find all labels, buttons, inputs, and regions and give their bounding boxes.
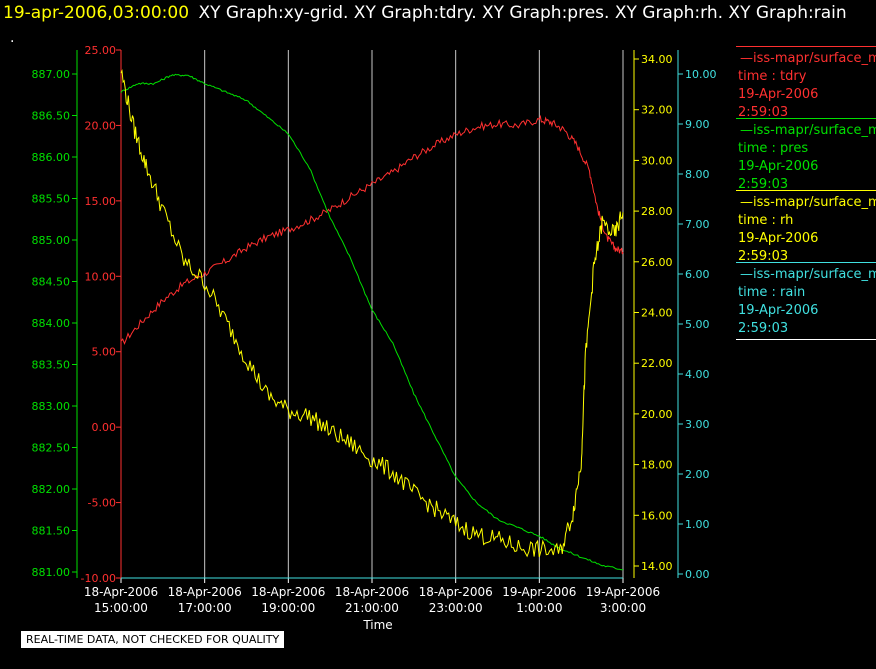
timestamp: 19-apr-2006,03:00:00 — [3, 3, 190, 23]
x-tick-date-1: 18-Apr-2006 — [168, 585, 242, 599]
legend-source: —iss-mapr/surface_m — [740, 123, 876, 138]
legend-rule — [736, 190, 876, 191]
x-tick-time-0: 15:00:00 — [94, 601, 148, 615]
rh-tick-label-3: 28.00 — [641, 205, 673, 218]
series-line-tdry — [120, 114, 624, 345]
legend-bottom-rule — [736, 339, 876, 340]
header-dot: . — [10, 30, 15, 46]
x-tick-date-4: 18-Apr-2006 — [419, 585, 493, 599]
tdry-tick-label-5: 0.00 — [92, 421, 117, 434]
x-axis-title: Time — [362, 618, 392, 632]
pres-tick-label-5: 884.50 — [32, 276, 71, 289]
rain-tick-label-1: 9.00 — [685, 118, 710, 131]
pres-tick-label-7: 883.50 — [32, 359, 71, 372]
legend-label: time : tdry — [738, 69, 807, 84]
legend-entry-pres: —iss-mapr/surface_m time : pres 19-Apr-2… — [736, 118, 876, 192]
legend-label: time : rain — [738, 285, 806, 300]
legend-source: —iss-mapr/surface_m — [740, 267, 876, 282]
legend-source: —iss-mapr/surface_m — [740, 195, 876, 210]
series-line-rh — [120, 69, 624, 558]
rain-tick-label-6: 4.00 — [685, 368, 710, 381]
x-tick-time-5: 1:00:00 — [516, 601, 562, 615]
rh-tick-label-10: 14.00 — [641, 560, 673, 573]
legend-date: 19-Apr-2006 — [738, 159, 819, 174]
x-tick-time-1: 17:00:00 — [178, 601, 232, 615]
legend-label: time : rh — [738, 213, 794, 228]
tdry-tick-label-3: 10.00 — [85, 270, 117, 283]
legend-time: 2:59:03 — [738, 249, 789, 264]
rh-tick-label-6: 22.00 — [641, 357, 673, 370]
rh-tick-label-1: 32.00 — [641, 104, 673, 117]
graph-titles: XY Graph:xy-grid. XY Graph:tdry. XY Grap… — [198, 3, 847, 23]
legend-date: 19-Apr-2006 — [738, 303, 819, 318]
rain-tick-label-3: 7.00 — [685, 218, 710, 231]
pres-tick-label-8: 883.00 — [32, 400, 71, 413]
tdry-tick-label-7: -10.00 — [81, 572, 116, 585]
legend-date: 19-Apr-2006 — [738, 87, 819, 102]
x-tick-date-6: 19-Apr-2006 — [586, 585, 660, 599]
rain-tick-label-4: 6.00 — [685, 268, 710, 281]
legend-rule — [736, 118, 876, 119]
rh-tick-label-0: 34.00 — [641, 53, 673, 66]
rain-tick-label-8: 2.00 — [685, 468, 710, 481]
tdry-tick-label-6: -5.00 — [88, 497, 116, 510]
rain-tick-label-10: 0.00 — [685, 568, 710, 581]
pres-tick-label-9: 882.50 — [32, 442, 71, 455]
legend-source: —iss-mapr/surface_m — [740, 51, 876, 66]
legend: —iss-mapr/surface_m time : tdry 19-Apr-2… — [736, 46, 876, 336]
legend-entry-tdry: —iss-mapr/surface_m time : tdry 19-Apr-2… — [736, 46, 876, 120]
legend-time: 2:59:03 — [738, 321, 789, 336]
pres-tick-label-4: 885.00 — [32, 234, 71, 247]
pres-tick-label-6: 884.00 — [32, 317, 71, 330]
x-tick-time-3: 21:00:00 — [345, 601, 399, 615]
tdry-tick-label-1: 20.00 — [85, 119, 117, 132]
legend-entry-rain: —iss-mapr/surface_m time : rain 19-Apr-2… — [736, 262, 876, 336]
legend-time: 2:59:03 — [738, 177, 789, 192]
rh-tick-label-4: 26.00 — [641, 256, 673, 269]
rh-tick-label-8: 18.00 — [641, 459, 673, 472]
rh-tick-label-2: 30.00 — [641, 154, 673, 167]
rh-tick-label-5: 24.00 — [641, 307, 673, 320]
rain-tick-label-9: 1.00 — [685, 518, 710, 531]
tdry-tick-label-4: 5.00 — [92, 346, 117, 359]
pres-tick-label-10: 882.00 — [32, 483, 71, 496]
x-tick-date-5: 19-Apr-2006 — [502, 585, 576, 599]
legend-label: time : pres — [738, 141, 809, 156]
pres-tick-label-3: 885.50 — [32, 193, 71, 206]
rh-tick-label-7: 20.00 — [641, 408, 673, 421]
chart-header: 19-apr-2006,03:00:00 XY Graph:xy-grid. X… — [0, 0, 876, 30]
pres-tick-label-12: 881.00 — [32, 566, 71, 579]
rain-tick-label-7: 3.00 — [685, 418, 710, 431]
pres-tick-label-2: 886.00 — [32, 151, 71, 164]
rain-tick-label-2: 8.00 — [685, 168, 710, 181]
legend-rule — [736, 46, 876, 47]
x-tick-time-6: 3:00:00 — [600, 601, 646, 615]
tdry-tick-label-0: 25.00 — [85, 44, 117, 57]
legend-date: 19-Apr-2006 — [738, 231, 819, 246]
legend-entry-rh: —iss-mapr/surface_m time : rh 19-Apr-200… — [736, 190, 876, 264]
rh-tick-label-9: 16.00 — [641, 509, 673, 522]
x-tick-time-2: 19:00:00 — [261, 601, 315, 615]
pres-tick-label-0: 887.00 — [32, 68, 71, 81]
tdry-tick-label-2: 15.00 — [85, 195, 117, 208]
legend-rule — [736, 262, 876, 263]
rain-tick-label-5: 5.00 — [685, 318, 710, 331]
x-tick-date-2: 18-Apr-2006 — [251, 585, 325, 599]
rain-tick-label-0: 10.00 — [685, 68, 717, 81]
legend-time: 2:59:03 — [738, 105, 789, 120]
quality-disclaimer: REAL-TIME DATA, NOT CHECKED FOR QUALITY — [20, 630, 286, 649]
x-tick-date-3: 18-Apr-2006 — [335, 585, 409, 599]
pres-tick-label-11: 881.50 — [32, 525, 71, 538]
x-tick-time-4: 23:00:00 — [429, 601, 483, 615]
series-line-pres — [120, 73, 624, 571]
pres-tick-label-1: 886.50 — [32, 110, 71, 123]
x-tick-date-0: 18-Apr-2006 — [84, 585, 158, 599]
